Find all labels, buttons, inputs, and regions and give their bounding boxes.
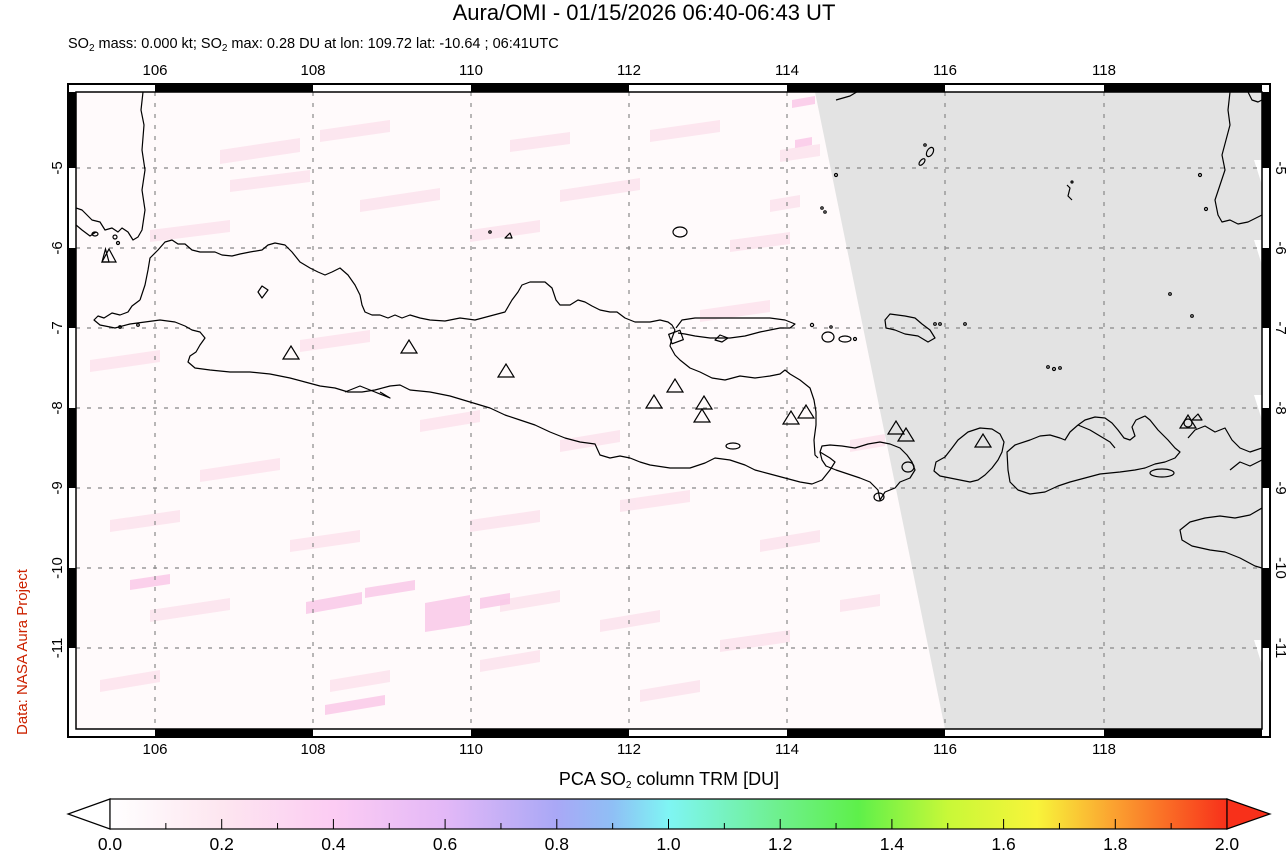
map-subtitle: SO2 mass: 0.000 kt; SO2 max: 0.28 DU at … — [68, 35, 559, 54]
colorbar-tick-label: 0.4 — [321, 834, 346, 854]
graticule — [76, 92, 1262, 729]
lat-label-right: -7 — [1272, 321, 1288, 335]
lon-label-top: 112 — [617, 62, 641, 79]
colorbar-tick-label: 2.0 — [1214, 834, 1240, 854]
map-title: Aura/OMI - 01/15/2026 06:40-06:43 UT — [452, 0, 836, 25]
colorbar-title-part: column TRM [DU] — [631, 769, 780, 789]
lon-label-top: 110 — [459, 62, 483, 79]
lat-label-right: -10 — [1272, 557, 1288, 579]
colorbar-tick-label: 1.8 — [1103, 834, 1128, 854]
lon-label-top: 116 — [933, 62, 957, 79]
lon-label-top: 118 — [1092, 62, 1116, 79]
lat-label-right: -5 — [1272, 161, 1288, 175]
so2-mass-text: mass: 0.000 kt; SO — [94, 36, 222, 52]
lon-label-bottom: 110 — [459, 741, 483, 758]
lat-label-left: -8 — [49, 401, 66, 415]
colorbar-title-part: PCA SO — [558, 769, 626, 789]
lat-label-left: -9 — [49, 481, 66, 495]
map-frame — [67, 83, 1271, 738]
lon-label-top: 108 — [300, 62, 326, 79]
lat-label-left: -6 — [49, 241, 66, 255]
lat-label-left: -11 — [49, 637, 66, 659]
colorbar-tick-label: 0.8 — [544, 834, 569, 854]
no-data-region — [815, 92, 1262, 729]
lat-label-right: -8 — [1272, 401, 1288, 415]
colorbar-tick-label: 1.6 — [991, 834, 1016, 854]
colorbar — [66, 798, 1272, 830]
coast-nusa-kambangan — [344, 385, 391, 399]
colorbar-under-arrow — [66, 798, 111, 830]
lat-label-right: -6 — [1272, 241, 1288, 255]
colorbar-tick-label: 1.0 — [656, 834, 681, 854]
colorbar-tick-label: 1.4 — [879, 834, 905, 854]
lon-label-bottom: 112 — [617, 741, 641, 758]
colorbar-tick-label: 0.2 — [209, 834, 234, 854]
lat-label-right: -9 — [1272, 481, 1288, 495]
lat-label-left: -5 — [49, 161, 66, 175]
lat-label-left: -7 — [49, 321, 66, 335]
lon-label-bottom: 108 — [300, 741, 326, 758]
lon-label-bottom: 106 — [142, 741, 168, 758]
lat-label-right: -11 — [1272, 637, 1288, 659]
so2-max-text: max: 0.28 DU at lon: 109.72 lat: -10.64 … — [227, 36, 559, 52]
colorbar-title: PCA SO2 column TRM [DU] — [0, 768, 1288, 791]
colorbar-tick-label: 1.2 — [768, 834, 793, 854]
lon-label-top: 114 — [775, 62, 799, 79]
so2-label: SO — [68, 36, 89, 52]
volcano-markers — [100, 246, 1198, 448]
lat-label-left: -10 — [49, 557, 66, 579]
lon-label-bottom: 116 — [933, 741, 957, 758]
coast-sumatra — [76, 92, 146, 241]
coastlines — [76, 92, 1262, 569]
lon-label-top: 106 — [142, 62, 168, 79]
colorbar-over-arrow — [1226, 798, 1272, 830]
lon-label-bottom: 118 — [1092, 741, 1116, 758]
so2-pixels — [76, 92, 1262, 729]
so2-subscript: 2 — [221, 43, 228, 54]
colorbar-tick-label: 0.0 — [97, 834, 123, 854]
colorbar-title-subscript: 2 — [625, 780, 632, 791]
colorbar-tick-label: 0.6 — [432, 834, 458, 854]
lon-label-bottom: 114 — [775, 741, 799, 758]
so2-subscript: 2 — [88, 43, 95, 54]
